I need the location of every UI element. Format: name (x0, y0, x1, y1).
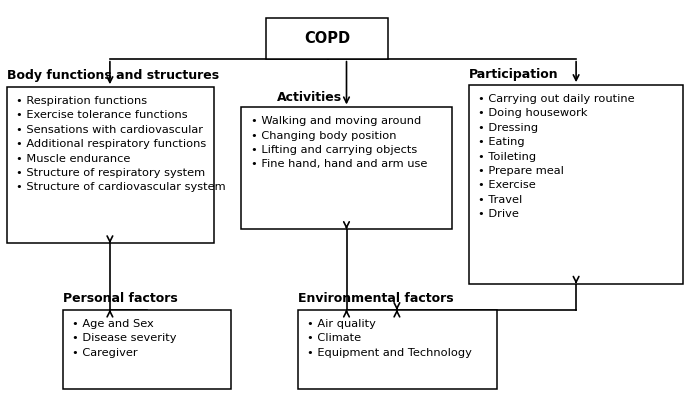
FancyBboxPatch shape (241, 107, 452, 229)
Text: • Air quality
• Climate
• Equipment and Technology: • Air quality • Climate • Equipment and … (307, 319, 472, 358)
Text: • Age and Sex
• Disease severity
• Caregiver: • Age and Sex • Disease severity • Careg… (72, 319, 176, 358)
Text: Environmental factors: Environmental factors (298, 292, 453, 305)
Text: Personal factors: Personal factors (63, 292, 178, 305)
FancyBboxPatch shape (266, 18, 388, 59)
Text: Body functions and structures: Body functions and structures (7, 69, 219, 82)
Text: Participation: Participation (469, 68, 559, 81)
FancyBboxPatch shape (7, 87, 214, 243)
Text: Activities: Activities (276, 92, 342, 104)
FancyBboxPatch shape (63, 310, 231, 389)
Text: • Walking and moving around
• Changing body position
• Lifting and carrying obje: • Walking and moving around • Changing b… (251, 116, 427, 169)
Text: • Carrying out daily routine
• Doing housework
• Dressing
• Eating
• Toileting
•: • Carrying out daily routine • Doing hou… (478, 94, 635, 219)
FancyBboxPatch shape (469, 85, 682, 284)
Text: COPD: COPD (304, 31, 350, 46)
Text: • Respiration functions
• Exercise tolerance functions
• Sensations with cardiov: • Respiration functions • Exercise toler… (16, 96, 225, 192)
FancyBboxPatch shape (298, 310, 497, 389)
